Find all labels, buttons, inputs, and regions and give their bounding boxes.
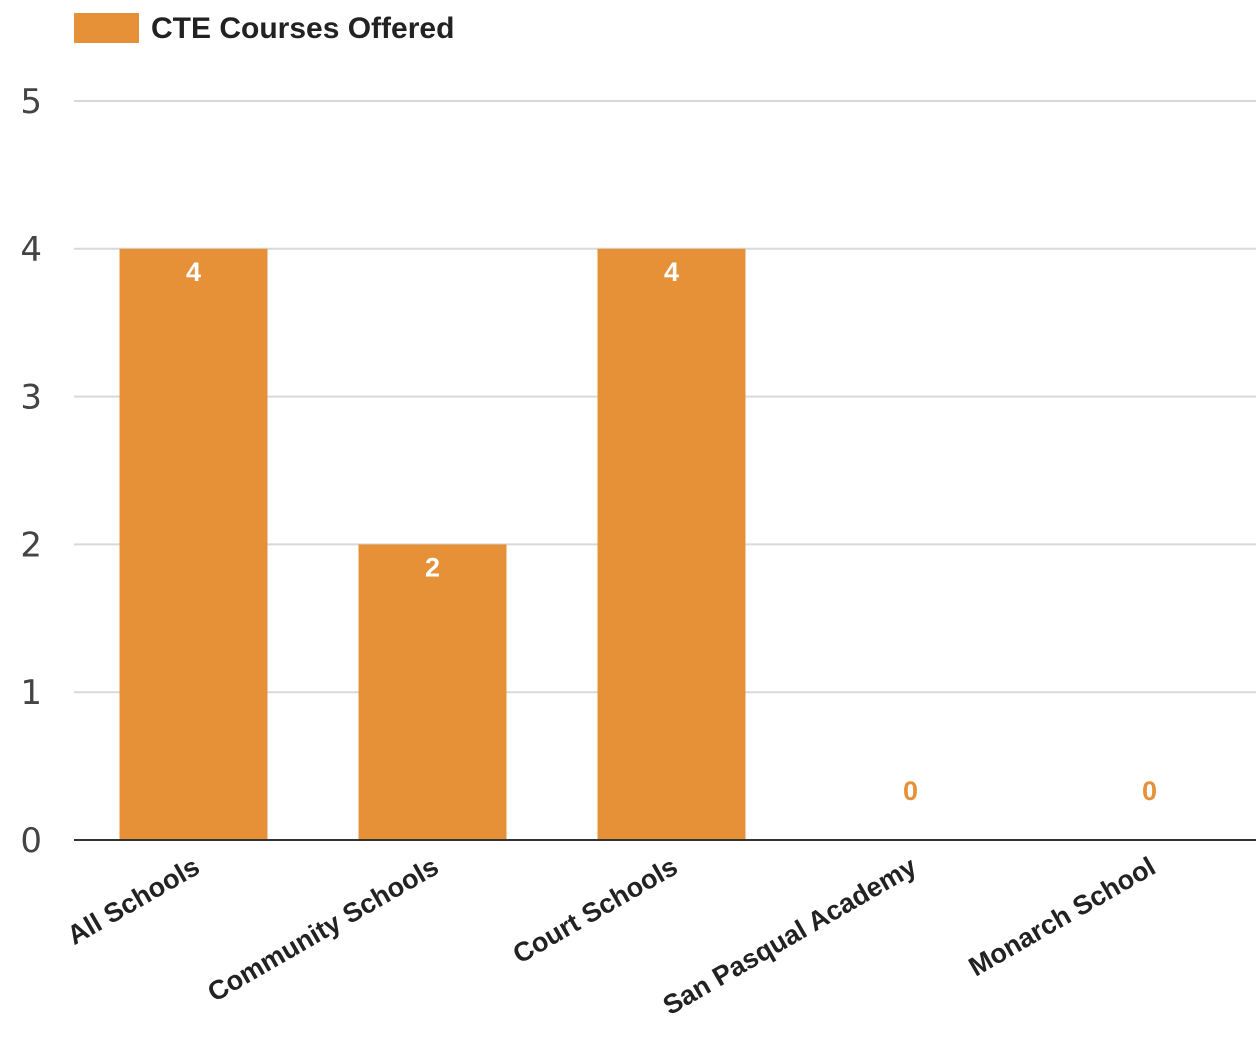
legend-swatch xyxy=(74,13,139,43)
data-label: 0 xyxy=(903,776,918,806)
bar xyxy=(358,544,507,840)
y-tick-label: 2 xyxy=(20,525,42,565)
x-category-label: All Schools xyxy=(62,851,204,950)
x-category-label: San Pasqual Academy xyxy=(658,851,922,1021)
y-tick-label: 4 xyxy=(20,230,42,270)
data-label: 4 xyxy=(664,257,679,287)
data-label: 4 xyxy=(186,257,201,287)
data-labels: 4 2 4 0 0 xyxy=(186,257,1157,806)
x-category-label: Monarch School xyxy=(964,851,1161,982)
y-tick-label: 1 xyxy=(20,673,42,713)
y-tick-label: 5 xyxy=(20,82,42,122)
y-tick-label: 3 xyxy=(20,378,42,418)
x-category-label: Community Schools xyxy=(202,851,443,1007)
legend-label: CTE Courses Offered xyxy=(151,12,454,45)
data-label: 2 xyxy=(425,552,440,582)
bar xyxy=(119,248,268,841)
data-label: 0 xyxy=(1142,776,1157,806)
y-tick-label: 0 xyxy=(20,821,42,861)
x-category-label: Court Schools xyxy=(508,851,683,969)
y-axis-ticks: 0 1 2 3 4 5 xyxy=(20,82,42,861)
legend: CTE Courses Offered xyxy=(74,12,454,45)
bar xyxy=(597,248,746,841)
bars xyxy=(119,248,746,841)
